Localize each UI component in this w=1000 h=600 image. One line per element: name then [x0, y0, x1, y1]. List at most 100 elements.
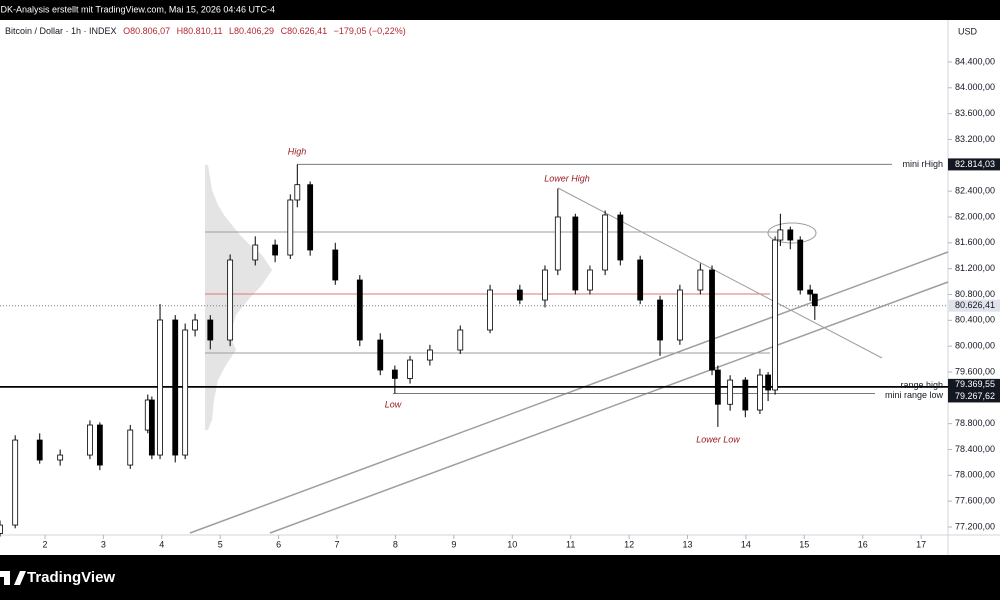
symbol: Bitcoin / Dollar · 1h · INDEX	[5, 26, 117, 36]
x-tick-label: 17	[916, 539, 926, 549]
ohlc-close: C80.626,41	[281, 26, 328, 36]
candle-body	[457, 329, 464, 351]
y-tick-label: 79.600,00	[955, 366, 995, 376]
x-tick-label: 5	[218, 539, 223, 549]
y-tick-label: 83.200,00	[955, 134, 995, 144]
price-line-label: range high	[900, 380, 943, 390]
candle-body	[572, 216, 579, 291]
footer-brand: TradingView	[27, 569, 115, 586]
candle-body	[487, 289, 493, 331]
candle-body	[516, 289, 523, 301]
price-tag	[948, 158, 1000, 171]
price-line-label: mini rHigh	[902, 159, 943, 169]
candle-body	[709, 269, 715, 371]
highlight-ellipse	[767, 222, 817, 244]
candle-body	[0, 524, 3, 534]
y-tick-label: 77.200,00	[955, 521, 995, 531]
x-tick-label: 14	[741, 539, 751, 549]
candle-body	[554, 216, 561, 271]
candle-body	[57, 454, 64, 461]
volume-profile	[205, 165, 272, 430]
ohlc-change: −179,05 (−0,22%)	[334, 26, 406, 36]
y-tick-label: 84.400,00	[955, 56, 995, 66]
logo-icon	[0, 571, 26, 585]
ohlc-high: H80.810,11	[177, 26, 223, 36]
y-tick-label: 77.600,00	[955, 496, 995, 506]
ohlc-low: L80.406,29	[229, 26, 274, 36]
price-line-label: mini range low	[885, 390, 944, 400]
candle-body	[772, 239, 779, 391]
x-tick-label: 10	[507, 539, 517, 549]
candle-body	[602, 214, 609, 271]
plot	[0, 163, 948, 537]
candle-body	[377, 339, 384, 371]
channel-line	[269, 281, 949, 534]
annotation: Lower High	[544, 173, 590, 183]
candle-body	[287, 199, 294, 256]
y-tick-label: 84.000,00	[955, 82, 995, 92]
candle-body	[12, 439, 19, 526]
price-tag-label: 79.369,55	[955, 379, 995, 389]
x-tick-label: 2	[42, 539, 47, 549]
annotation: Low	[385, 399, 402, 409]
y-tick-label: 82.400,00	[955, 186, 995, 196]
price-tag	[948, 378, 1000, 391]
candle-body	[714, 369, 721, 405]
y-tick-label: 81.600,00	[955, 237, 995, 247]
candle-body	[207, 319, 214, 341]
price-tag-label: 79.267,62	[955, 391, 995, 401]
symbol-header: Bitcoin / Dollar · 1h · INDEX O80.806,07…	[5, 26, 406, 36]
y-tick-label: 81.200,00	[955, 263, 995, 273]
x-tick-label: 9	[451, 539, 456, 549]
candle-body	[294, 184, 301, 201]
candle-body	[587, 269, 593, 291]
candle-body	[96, 424, 103, 466]
x-tick-label: 8	[393, 539, 398, 549]
x-tick-label: 11	[566, 539, 575, 549]
candle-body	[391, 369, 398, 379]
candle-body	[252, 244, 259, 261]
annotation: High	[288, 146, 307, 156]
candle-body	[227, 259, 234, 341]
candle-body	[307, 184, 314, 251]
y-tick-label: 78.800,00	[955, 418, 995, 428]
top-bar-text: IDK-Analysis erstellt mit TradingView.co…	[0, 4, 275, 14]
candle-body	[182, 329, 189, 456]
currency: USD	[958, 26, 978, 36]
x-tick-label: 12	[624, 539, 634, 549]
candle-body	[742, 379, 749, 411]
candle-body	[697, 269, 704, 291]
price-tag	[948, 390, 1000, 403]
price-tag-label: 82.814,03	[955, 159, 995, 169]
candle-body	[657, 299, 663, 341]
x-tick-label: 16	[858, 539, 868, 549]
x-tick-label: 7	[335, 539, 340, 549]
candle-body	[332, 249, 339, 281]
last-price-label: 80.626,41	[955, 300, 995, 310]
candle-body	[807, 289, 814, 295]
x-tick-label: 13	[682, 539, 692, 549]
candle-body	[637, 259, 644, 301]
candle-body	[676, 289, 683, 341]
x-tick-label: 15	[799, 539, 809, 549]
x-tick-label: 3	[101, 539, 106, 549]
candle-body	[192, 319, 198, 331]
trend-line	[557, 187, 883, 359]
y-tick-label: 83.600,00	[955, 108, 995, 118]
footer-bar	[0, 555, 1000, 600]
y-tick-label: 80.800,00	[955, 289, 995, 299]
y-tick-label: 78.400,00	[955, 444, 995, 454]
x-tick-label: 4	[159, 539, 164, 549]
candle-body	[765, 374, 771, 391]
candle-body	[148, 399, 155, 456]
y-tick-label: 80.400,00	[955, 315, 995, 325]
last-price-tag	[948, 299, 1000, 312]
annotation: Lower Low	[696, 434, 740, 444]
candle-body	[356, 279, 363, 341]
candle-body	[427, 349, 433, 361]
channel-line	[189, 251, 949, 534]
candle-body	[727, 379, 734, 405]
candle-body	[272, 244, 279, 256]
